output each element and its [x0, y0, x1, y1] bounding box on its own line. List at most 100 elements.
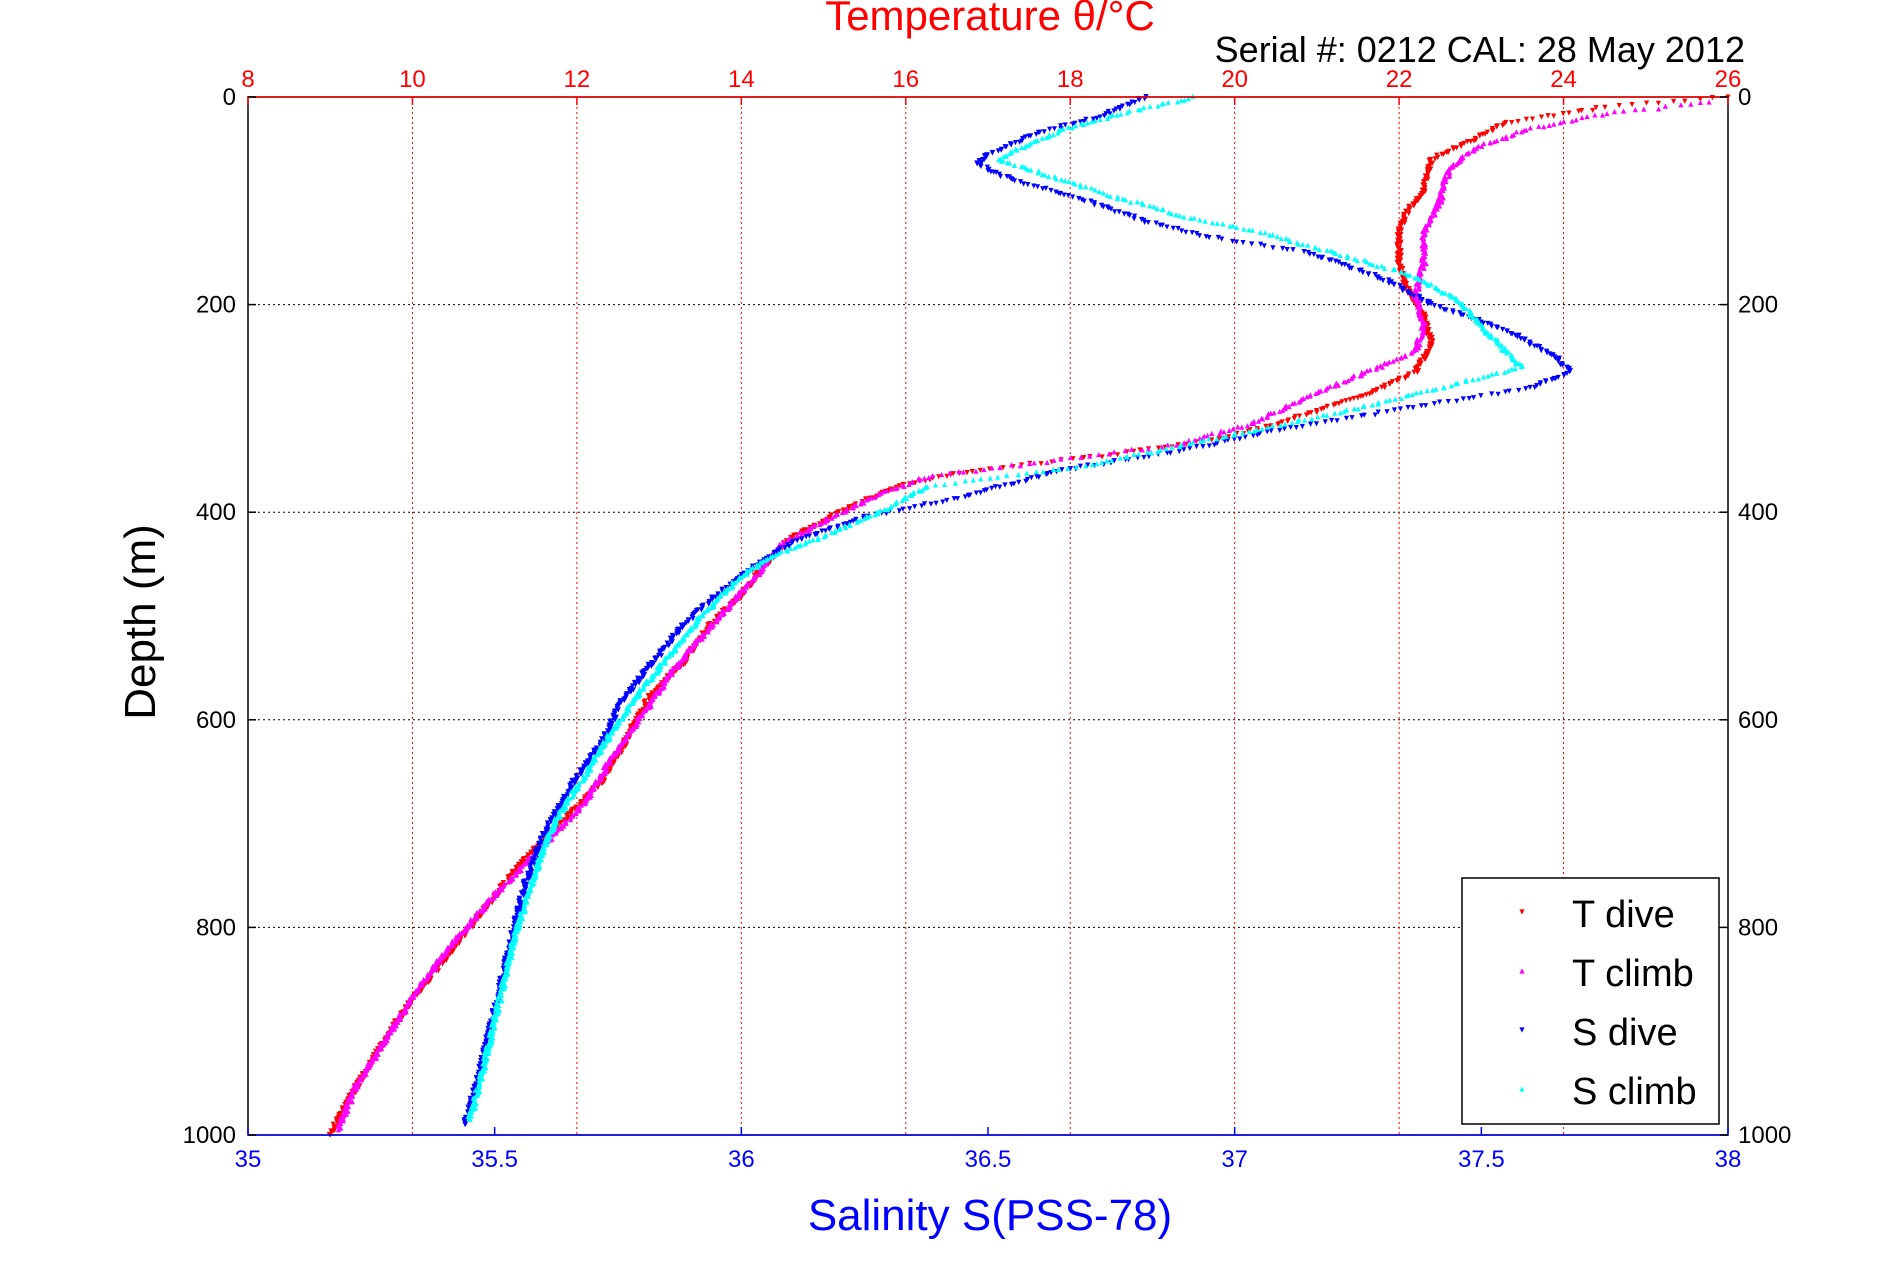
data-point: [1392, 396, 1398, 402]
data-point: [868, 495, 874, 501]
data-point: [563, 820, 569, 826]
data-point: [1373, 366, 1380, 372]
chart-subtitle: Serial #: 0212 CAL: 28 May 2012: [1215, 29, 1745, 70]
data-point: [1042, 172, 1048, 178]
data-point: [1131, 451, 1137, 457]
data-point: [1200, 444, 1206, 450]
data-point: [353, 1087, 359, 1093]
data-point: [1078, 121, 1085, 127]
data-point: [1183, 229, 1189, 235]
data-point: [1416, 295, 1423, 301]
data-point: [1019, 135, 1026, 142]
data-point: [1494, 124, 1500, 130]
data-point: [1307, 251, 1313, 257]
data-point: [768, 555, 774, 561]
data-point: [1142, 219, 1148, 225]
data-point: [624, 737, 630, 743]
data-point: [603, 738, 609, 744]
data-point: [1369, 402, 1376, 408]
data-point: [1392, 266, 1398, 272]
data-point: [1468, 139, 1474, 145]
data-point: [1386, 277, 1392, 283]
data-point: [1164, 450, 1170, 456]
data-point: [822, 519, 828, 525]
data-point: [1560, 111, 1566, 117]
data-point: [1460, 312, 1466, 318]
data-point: [1467, 312, 1474, 318]
data-point: [1355, 406, 1361, 412]
data-point: [1386, 280, 1392, 286]
data-point: [579, 778, 585, 784]
data-point: [932, 482, 939, 488]
data-point: [933, 500, 939, 506]
data-point: [1403, 281, 1410, 287]
data-point: [1069, 125, 1075, 131]
data-point: [467, 1116, 473, 1123]
data-point: [989, 485, 995, 491]
data-point: [858, 501, 864, 507]
data-point: [1323, 387, 1329, 393]
data-point: [1435, 154, 1441, 161]
data-point: [1360, 270, 1366, 276]
y-tick-label-right: 400: [1738, 499, 1778, 526]
data-point: [1271, 410, 1277, 416]
data-point: [482, 1068, 488, 1074]
data-point: [1551, 121, 1557, 127]
data-point: [882, 506, 888, 513]
data-point: [1384, 409, 1390, 415]
data-point: [883, 511, 889, 517]
data-point: [1178, 228, 1185, 234]
data-point: [498, 998, 505, 1004]
data-point: [829, 529, 835, 535]
data-point: [981, 488, 987, 494]
data-point: [1295, 241, 1301, 247]
data-point: [1269, 423, 1275, 429]
data-point: [1503, 135, 1510, 141]
data-point: [1197, 217, 1203, 223]
x-bottom-tick-label: 35: [235, 1146, 262, 1173]
data-point: [822, 528, 829, 534]
data-point: [519, 859, 525, 865]
data-point: [1209, 437, 1215, 443]
data-point: [1405, 404, 1411, 411]
data-point: [1386, 359, 1392, 365]
data-point: [1277, 422, 1284, 428]
data-point: [1363, 258, 1370, 265]
data-point: [1079, 197, 1085, 203]
data-point: [1153, 220, 1159, 226]
data-point: [1414, 304, 1421, 310]
data-point: [1500, 326, 1506, 333]
data-point: [875, 510, 881, 517]
data-point: [1662, 103, 1668, 109]
data-point: [438, 958, 444, 964]
data-point: [532, 853, 538, 859]
x-top-tick-label: 8: [241, 66, 254, 93]
x-top-tick-label: 22: [1386, 66, 1413, 93]
data-point: [778, 548, 784, 554]
data-point: [1059, 467, 1065, 473]
data-point: [1089, 119, 1095, 125]
data-point: [1114, 112, 1120, 118]
data-point: [528, 860, 535, 866]
data-point: [1399, 218, 1406, 224]
data-point: [1569, 118, 1575, 124]
data-point: [1409, 391, 1415, 398]
series-layer: [326, 93, 1731, 1138]
data-point: [506, 952, 512, 958]
data-point: [1017, 462, 1023, 469]
data-point: [516, 868, 522, 875]
data-point: [1602, 104, 1608, 110]
data-point: [498, 982, 504, 988]
data-point: [1289, 401, 1295, 407]
data-point: [992, 484, 999, 490]
data-point: [1466, 395, 1472, 402]
data-point: [709, 605, 715, 611]
x-axis-label: Salinity S(PSS-78): [808, 1191, 1172, 1240]
data-point: [1061, 192, 1067, 198]
data-point: [1431, 303, 1437, 309]
data-point: [1412, 366, 1418, 372]
data-point: [1065, 124, 1071, 130]
x-bottom-tick-label: 37.5: [1458, 1146, 1505, 1173]
data-point: [1151, 203, 1157, 210]
data-point: [1088, 198, 1094, 204]
